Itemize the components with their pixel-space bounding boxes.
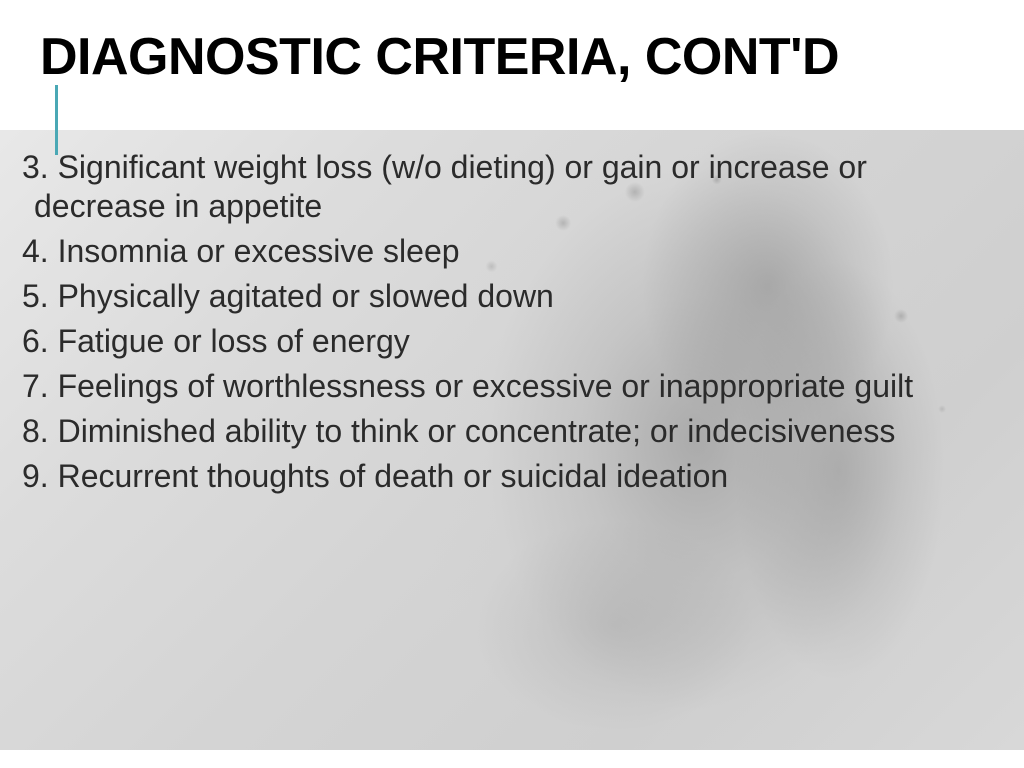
criteria-list: 3. Significant weight loss (w/o dieting)… [22,148,994,502]
item-text: Significant weight loss (w/o dieting) or… [34,149,867,224]
list-item: 4. Insomnia or excessive sleep [22,232,994,271]
item-number: 6. [22,323,49,359]
list-item: 7. Feelings of worthlessness or excessiv… [22,367,994,406]
item-number: 9. [22,458,49,494]
list-item: 5. Physically agitated or slowed down [22,277,994,316]
item-number: 5. [22,278,49,314]
title-area: DIAGNOSTIC CRITERIA, CONT'D [40,30,984,85]
item-number: 8. [22,413,49,449]
item-number: 4. [22,233,49,269]
content-background: 3. Significant weight loss (w/o dieting)… [0,130,1024,750]
list-item: 6. Fatigue or loss of energy [22,322,994,361]
list-item: 3. Significant weight loss (w/o dieting)… [22,148,994,226]
item-text: Recurrent thoughts of death or suicidal … [58,458,729,494]
item-text: Feelings of worthlessness or excessive o… [58,368,914,404]
item-number: 3. [22,149,49,185]
list-item: 9. Recurrent thoughts of death or suicid… [22,457,994,496]
item-text: Diminished ability to think or concentra… [58,413,896,449]
item-number: 7. [22,368,49,404]
item-text: Insomnia or excessive sleep [58,233,460,269]
presentation-slide: DIAGNOSTIC CRITERIA, CONT'D 3. Significa… [0,0,1024,768]
item-text: Physically agitated or slowed down [58,278,554,314]
item-text: Fatigue or loss of energy [58,323,410,359]
accent-line [55,85,58,155]
slide-title: DIAGNOSTIC CRITERIA, CONT'D [40,30,984,85]
list-item: 8. Diminished ability to think or concen… [22,412,994,451]
